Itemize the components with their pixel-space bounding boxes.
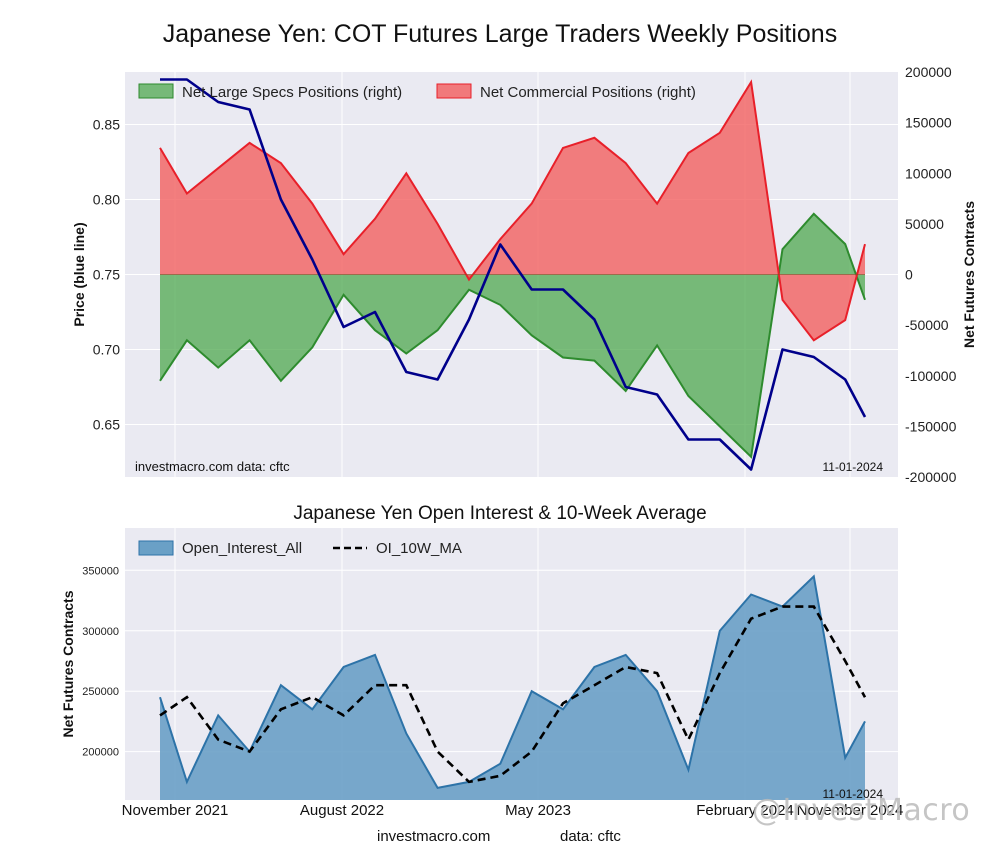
footer-data: data: cftc (560, 828, 621, 845)
left-tick-label: 0.85 (93, 117, 120, 133)
right-tick-label: -200000 (905, 469, 957, 485)
top-legend: Net Large Specs Positions (right) Net Com… (138, 83, 696, 101)
right-tick-label: 0 (905, 267, 913, 283)
open-interest-edge (159, 574, 866, 790)
legend-specs-swatch (138, 83, 174, 99)
left-tick-label: 0.75 (93, 267, 120, 283)
top-date-annotation: 11-01-2024 (823, 460, 884, 474)
right-tick-label: 100000 (905, 165, 952, 181)
commercial-edge (159, 79, 866, 342)
moving-average-group (159, 605, 867, 784)
bottom-y-axis-label: Net Futures Contracts (60, 590, 76, 737)
x-tick-label: February 2024 (696, 802, 794, 819)
legend-oi-label: Open_Interest_All (182, 540, 302, 557)
legend-specs-label: Net Large Specs Positions (right) (182, 84, 402, 101)
right-axis-label: Net Futures Contracts (961, 201, 977, 348)
bottom-y-tick-label: 200000 (82, 747, 119, 759)
x-tick-label: August 2022 (300, 802, 384, 819)
open-interest-area (160, 576, 865, 800)
left-tick-label: 0.70 (93, 342, 120, 358)
right-tick-label: 50000 (905, 216, 944, 232)
bottom-y-tick-label: 250000 (82, 686, 119, 698)
right-tick-label: -100000 (905, 368, 957, 384)
right-tick-label: 150000 (905, 115, 952, 131)
top-axes: 0.65 0.70 0.75 0.80 0.85 -200000 -150000 -10000… (71, 64, 977, 485)
large-specs-edge (159, 212, 866, 459)
bottom-date-annotation: 11-01-2024 (823, 787, 884, 801)
bottom-legend: Open_Interest_All OI_10W_MA (138, 540, 462, 557)
x-tick-label: November 2024 (797, 802, 904, 819)
footer-source: investmacro.com (377, 828, 491, 845)
price-line (160, 78, 867, 471)
right-tick-label: -150000 (905, 418, 957, 434)
main-title: Japanese Yen: COT Futures Large Traders … (162, 20, 838, 48)
top-source-annotation: investmacro.com data: cftc (135, 459, 290, 474)
watermark-logo: @InvestMacro (752, 793, 971, 828)
x-tick-label: November 2021 (122, 802, 229, 819)
x-tick-label: May 2023 (505, 802, 571, 819)
price-line-group (160, 78, 867, 471)
left-axis-label: Price (blue line) (71, 222, 87, 326)
left-tick-label: 0.80 (93, 192, 120, 208)
oi-10w-ma-line (159, 605, 867, 784)
open-interest-area-group (159, 574, 866, 800)
legend-commercial-swatch (436, 83, 472, 99)
bottom-y-tick-label: 300000 (82, 626, 119, 638)
left-tick-label: 0.65 (93, 417, 120, 433)
open-interest-title: Japanese Yen Open Interest & 10-Week Ave… (293, 503, 707, 524)
bottom-axes: 200000 250000 300000 350000 Net Futures Cont… (60, 565, 903, 819)
right-tick-label: 200000 (905, 64, 952, 80)
bottom-y-tick-label: 350000 (82, 565, 119, 577)
top-position-areas (159, 79, 866, 459)
legend-ma-label: OI_10W_MA (376, 540, 462, 557)
legend-oi-swatch (138, 540, 174, 556)
legend-commercial-label: Net Commercial Positions (right) (480, 84, 696, 101)
right-tick-label: -50000 (905, 317, 949, 333)
